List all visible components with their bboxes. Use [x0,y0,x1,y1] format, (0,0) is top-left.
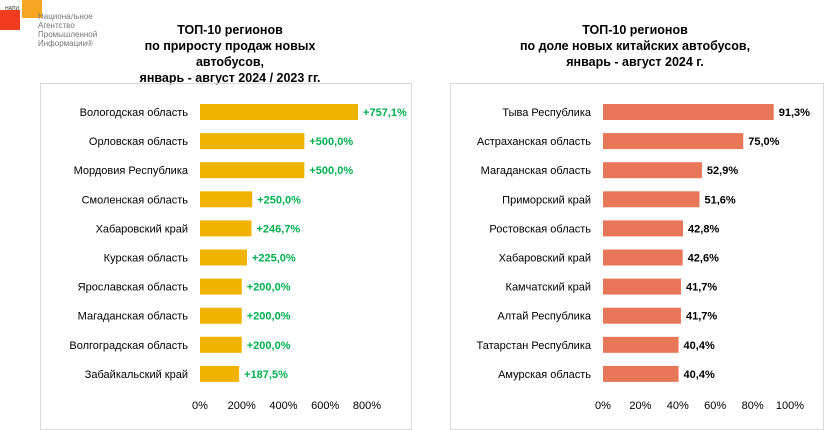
bar [603,133,744,150]
logo-orange-square [22,0,42,18]
data-label: 41,7% [686,282,717,294]
bar [603,220,684,237]
data-label: 42,8% [688,223,719,235]
bar [200,104,359,120]
bar [200,307,242,324]
category-label: Хабаровский край [96,223,188,235]
bar [200,278,242,295]
category-label: Приморский край [502,194,591,206]
category-label: Забайкальский край [85,369,188,381]
category-label: Ростовская область [489,223,591,235]
category-label: Камчатский край [506,282,591,294]
bar [200,365,240,382]
data-label: +187,5% [244,369,288,381]
data-label: 75,0% [748,136,779,148]
x-tick-label: 800% [353,400,381,412]
bar [603,104,774,120]
bar [603,365,679,382]
category-label: Вологодская область [80,107,189,119]
bar [603,307,681,324]
bar [603,278,681,295]
bar [603,336,679,353]
category-label: Мордовия Республика [74,165,189,177]
logo-small-text: НАПИ [5,6,19,12]
data-label: +500,0% [309,165,353,177]
logo-text-line: Промышленной [38,30,97,39]
category-label: Амурская область [498,369,591,381]
data-label: +200,0% [247,311,291,323]
data-label: 91,3% [779,107,810,119]
category-label: Курская область [104,253,189,265]
x-tick-label: 20% [629,400,651,412]
data-label: +246,7% [256,223,300,235]
chart-title-left: ТОП-10 регионов по приросту продаж новых… [110,22,350,86]
title-line: ТОП-10 регионов [177,23,283,37]
bar [603,249,683,266]
title-line: по приросту продаж новых автобусов, [144,39,316,69]
category-label: Магаданская область [78,311,189,323]
category-label: Астраханская область [477,136,591,148]
x-tick-label: 200% [228,400,256,412]
x-tick-label: 0% [192,400,208,412]
title-line: январь - август 2024 / 2023 гг. [139,71,321,85]
x-tick-label: 80% [742,400,764,412]
category-label: Ярославская область [78,282,189,294]
logo-text-line: Агентство [38,21,75,30]
x-tick-label: 0% [595,400,611,412]
category-label: Магаданская область [481,165,592,177]
logo-red-square [0,10,20,30]
bar [200,133,305,150]
chart-title-right: ТОП-10 регионов по доле новых китайских … [500,22,770,70]
logo-text-line: Национальное [38,12,93,21]
title-line: январь - август 2024 г. [566,55,704,69]
x-tick-label: 600% [311,400,339,412]
data-label: +757,1% [363,107,407,119]
data-label: +200,0% [247,282,291,294]
x-tick-label: 400% [269,400,297,412]
bar [603,162,702,179]
category-label: Смоленская область [82,194,189,206]
data-label: +250,0% [257,194,301,206]
category-label: Волгоградская область [69,340,188,352]
data-label: 52,9% [707,165,738,177]
bar [200,220,252,237]
logo-text-line: Информации® [38,39,93,48]
category-label: Алтай Республика [497,311,591,323]
title-line: по доле новых китайских автобусов, [519,39,751,53]
data-label: +200,0% [247,340,291,352]
category-label: Татарстан Республика [476,340,591,352]
bar [200,162,305,179]
bar [200,336,242,353]
data-label: 40,4% [684,340,715,352]
data-label: 51,6% [704,194,735,206]
data-label: 41,7% [686,311,717,323]
data-label: 40,4% [684,369,715,381]
category-label: Орловская область [89,136,188,148]
category-label: Хабаровский край [499,253,591,265]
bar [200,249,247,266]
x-tick-label: 60% [704,400,726,412]
bar [603,191,700,208]
x-tick-label: 40% [667,400,689,412]
x-tick-label: 100% [776,400,804,412]
data-label: 42,6% [688,253,719,265]
data-label: +225,0% [252,253,296,265]
bar [200,191,253,208]
category-label: Тыва Республика [502,107,592,119]
data-label: +500,0% [309,136,353,148]
title-line: ТОП-10 регионов [582,23,688,37]
